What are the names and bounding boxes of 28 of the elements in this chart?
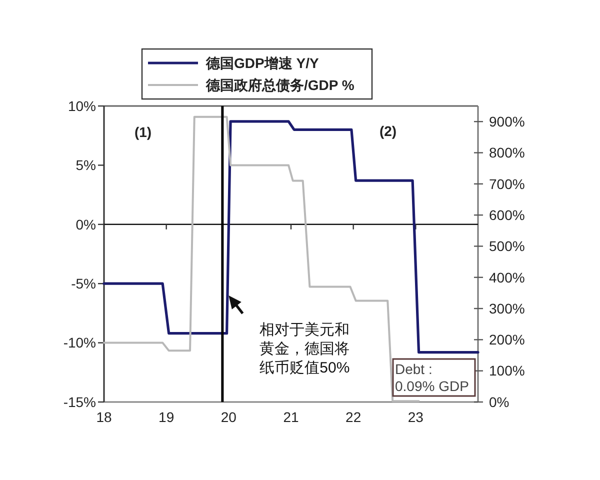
x-tick-label: 18 bbox=[96, 409, 112, 425]
y2-tick-label: 100% bbox=[489, 362, 525, 379]
y-tick-label: -10% bbox=[63, 334, 96, 351]
y2-tick-label: 0% bbox=[489, 394, 510, 410]
y-tick-label: 0% bbox=[76, 216, 96, 232]
y2-tick-label: 600% bbox=[489, 206, 525, 223]
y-tick-label: -15% bbox=[63, 394, 96, 410]
y-tick-label: 10% bbox=[68, 98, 96, 114]
x-tick-label: 20 bbox=[220, 409, 237, 425]
y2-tick-label: 500% bbox=[489, 238, 525, 254]
annotation: Debt : 0.09% GDP bbox=[395, 361, 469, 394]
x-tick-label: 19 bbox=[158, 409, 174, 425]
y2-tick-label: 900% bbox=[489, 113, 525, 130]
y2-tick-label: 800% bbox=[489, 144, 525, 161]
x-tick-label: 21 bbox=[283, 409, 299, 425]
x-tick-label: 23 bbox=[408, 409, 424, 425]
y-tick-label: 5% bbox=[76, 157, 96, 174]
y-tick-label: -5% bbox=[71, 276, 96, 292]
y2-tick-label: 400% bbox=[489, 269, 525, 286]
annotation: 相对于美元和黄金，德国将纸币贬值50% bbox=[260, 321, 350, 376]
y2-tick-label: 700% bbox=[489, 176, 525, 192]
legend-label: 德国GDP增速 Y/Y bbox=[205, 54, 320, 71]
y2-tick-label: 300% bbox=[489, 300, 525, 316]
annotation: (1) bbox=[134, 124, 152, 140]
legend-label: 德国政府总债务/GDP % bbox=[205, 76, 355, 93]
x-tick-label: 22 bbox=[346, 409, 362, 425]
y2-tick-label: 200% bbox=[489, 332, 525, 348]
annotation: (2) bbox=[379, 123, 397, 139]
